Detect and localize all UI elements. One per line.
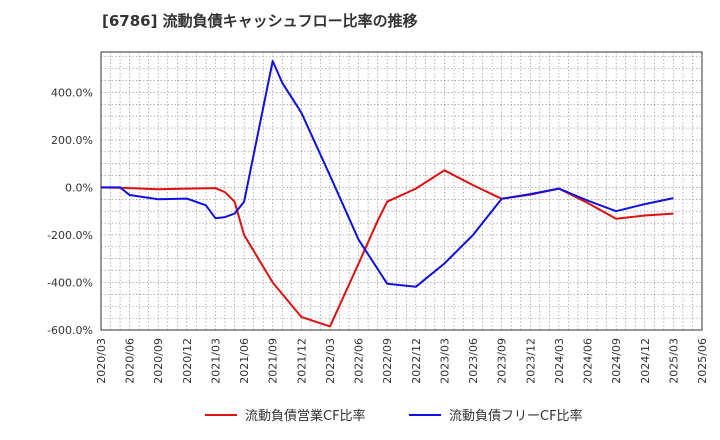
y-tick-label: 400.0% xyxy=(51,86,93,99)
grid-layer xyxy=(100,52,703,331)
x-tick-label: 2021/09 xyxy=(267,338,280,384)
y-tick-label: 200.0% xyxy=(51,134,93,147)
axis-layer: 400.0%200.0%0.0%-200.0%-400.0%-600.0%202… xyxy=(47,51,709,384)
plot-border xyxy=(100,51,703,331)
x-tick-label: 2024/06 xyxy=(582,338,595,384)
y-tick-label: -200.0% xyxy=(47,229,93,242)
x-tick-label: 2022/03 xyxy=(324,338,337,384)
x-tick-label: 2020/09 xyxy=(152,338,165,384)
legend-label-2: 流動負債フリーCF比率 xyxy=(449,408,583,424)
legend: 流動負債営業CF比率 流動負債フリーCF比率 xyxy=(205,408,583,424)
x-tick-label: 2023/09 xyxy=(496,338,509,384)
x-tick-label: 2023/03 xyxy=(438,338,451,384)
y-tick-label: 0.0% xyxy=(65,181,93,194)
x-tick-label: 2021/03 xyxy=(209,338,222,384)
chart-title: [6786] 流動負債キャッシュフロー比率の推移 xyxy=(102,12,418,30)
x-tick-label: 2023/06 xyxy=(467,338,480,384)
x-tick-label: 2020/06 xyxy=(124,338,137,384)
x-tick-label: 2022/12 xyxy=(410,338,423,384)
y-tick-label: -600.0% xyxy=(47,324,93,337)
x-tick-label: 2021/06 xyxy=(238,338,251,384)
x-tick-label: 2022/09 xyxy=(381,338,394,384)
x-tick-label: 2023/12 xyxy=(524,338,537,384)
x-tick-label: 2022/06 xyxy=(353,338,366,384)
y-tick-label: -400.0% xyxy=(47,276,93,289)
series-layer xyxy=(100,60,674,328)
x-tick-label: 2020/03 xyxy=(95,338,108,384)
x-tick-label: 2024/12 xyxy=(639,338,652,384)
legend-label-1: 流動負債営業CF比率 xyxy=(245,408,366,424)
series-line-2 xyxy=(101,60,674,288)
plot-area xyxy=(101,52,702,330)
x-tick-label: 2024/09 xyxy=(610,338,623,384)
x-tick-label: 2025/06 xyxy=(696,338,709,384)
x-tick-label: 2025/03 xyxy=(667,338,680,384)
x-tick-label: 2021/12 xyxy=(295,338,308,384)
x-tick-label: 2024/03 xyxy=(553,338,566,384)
x-tick-label: 2020/12 xyxy=(181,338,194,384)
